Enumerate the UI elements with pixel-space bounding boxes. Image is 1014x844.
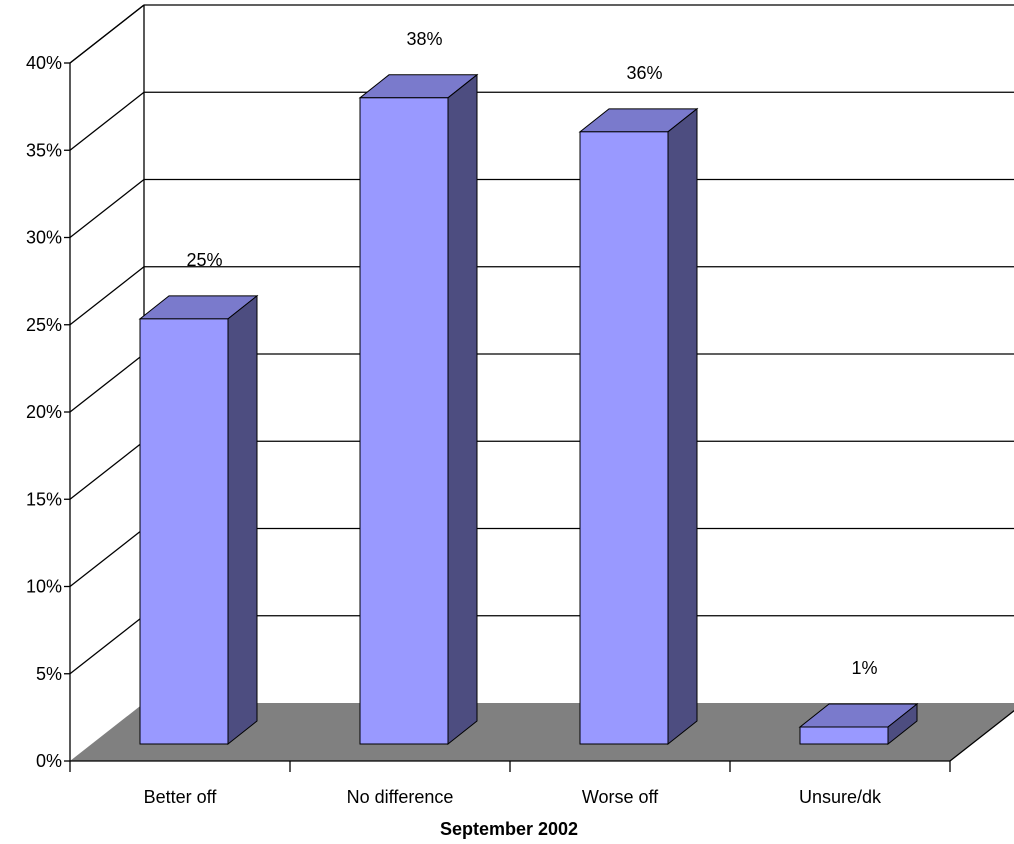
- x-tick-label: No difference: [347, 787, 454, 807]
- bar-side: [227, 294, 258, 746]
- data-label: 1%: [851, 658, 877, 678]
- data-labels: 25% 38% 36% 1%: [186, 29, 877, 678]
- y-tick-label: 10%: [26, 577, 62, 597]
- bar: [578, 107, 699, 746]
- x-axis-title: September 2002: [440, 819, 578, 839]
- y-tick-label: 30%: [26, 228, 62, 248]
- bar-front: [579, 131, 669, 745]
- data-label: 38%: [406, 29, 442, 49]
- y-tick-label: 25%: [26, 315, 62, 335]
- bar: [138, 294, 259, 746]
- gridline-side: [69, 91, 145, 151]
- data-label: 25%: [186, 250, 222, 270]
- gridline-side: [69, 615, 145, 675]
- y-tick-label: 35%: [26, 140, 62, 160]
- x-tick-label: Unsure/dk: [799, 787, 882, 807]
- gridlines: [69, 4, 1014, 675]
- gridline-side: [69, 353, 145, 413]
- bar: [798, 702, 919, 746]
- x-tick-label: Better off: [144, 787, 218, 807]
- gridline-side: [69, 178, 145, 239]
- x-axis: Better off No difference Worse off Unsure/d…: [69, 710, 1014, 807]
- floor-edge: [949, 710, 1014, 762]
- bar: [358, 73, 479, 746]
- bars: [138, 73, 919, 746]
- y-axis: 0% 5% 10% 15% 20% 25% 30% 35% 40%: [26, 53, 70, 771]
- data-label: 36%: [626, 63, 662, 83]
- x-tick-label: Worse off: [582, 787, 659, 807]
- bar-front: [359, 97, 449, 745]
- bar-front: [139, 318, 229, 745]
- y-tick-label: 0%: [36, 751, 62, 771]
- bar-side: [447, 73, 478, 746]
- gridline-side: [69, 266, 145, 326]
- bar-front: [799, 726, 889, 745]
- bar-side: [667, 107, 698, 746]
- gridline-side: [69, 440, 145, 500]
- top-edge: [69, 4, 145, 64]
- y-tick-label: 5%: [36, 664, 62, 684]
- y-tick-label: 20%: [26, 402, 62, 422]
- gridline-side: [69, 527, 145, 588]
- y-tick-label: 40%: [26, 53, 62, 73]
- chart-floor: [70, 703, 1014, 761]
- y-tick-label: 15%: [26, 489, 62, 509]
